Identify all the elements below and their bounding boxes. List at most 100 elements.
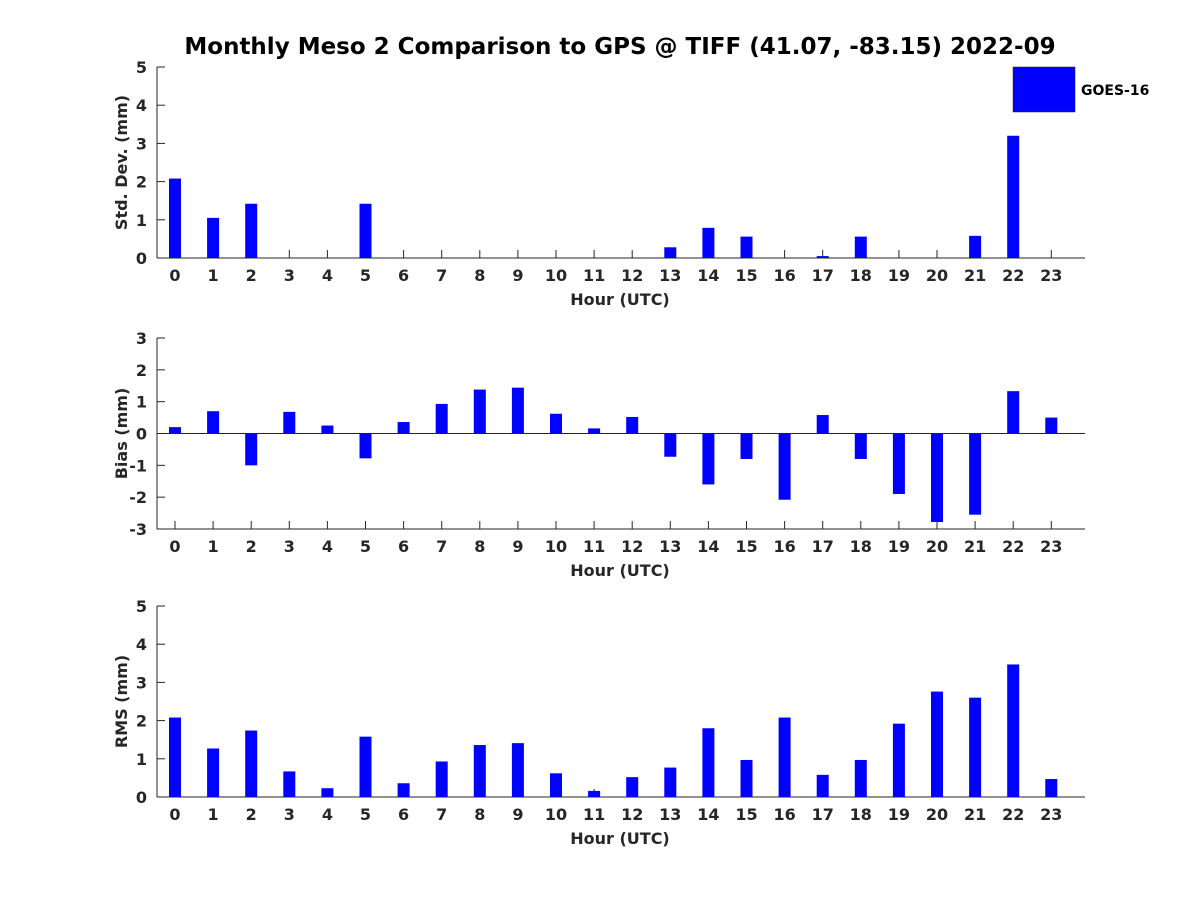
bar-rms-hour-14 bbox=[702, 728, 715, 797]
x-tick-label: 18 bbox=[850, 537, 872, 556]
y-tick-label: 3 bbox=[136, 673, 147, 692]
y-tick-label: 2 bbox=[136, 712, 147, 731]
bar-rms-hour-10 bbox=[550, 773, 562, 797]
x-tick-label: 21 bbox=[964, 266, 986, 285]
bar-bias-hour-7 bbox=[435, 403, 448, 434]
x-tick-label: 0 bbox=[169, 537, 180, 556]
bar-std-hour-13 bbox=[664, 247, 677, 258]
y-tick-label: -1 bbox=[129, 456, 147, 475]
bar-rms-hour-16 bbox=[778, 717, 791, 797]
y-tick-label: 0 bbox=[136, 425, 147, 444]
y-tick-label: 2 bbox=[136, 361, 147, 380]
x-tick-label: 22 bbox=[1002, 537, 1024, 556]
bar-rms-hour-7 bbox=[435, 761, 448, 797]
x-tick-label: 14 bbox=[697, 266, 719, 285]
bar-std-hour-17 bbox=[816, 256, 829, 258]
x-tick-label: 5 bbox=[360, 805, 371, 824]
bar-rms-hour-12 bbox=[626, 777, 639, 797]
y-axis-label-bias: Bias (mm) bbox=[112, 388, 131, 480]
bar-rms-hour-15 bbox=[740, 759, 753, 797]
bar-rms-hour-9 bbox=[511, 743, 524, 797]
x-tick-label: 14 bbox=[697, 805, 719, 824]
x-tick-label: 1 bbox=[208, 537, 219, 556]
x-tick-label: 18 bbox=[850, 266, 872, 285]
bar-rms-hour-13 bbox=[664, 767, 677, 797]
x-tick-label: 12 bbox=[621, 537, 643, 556]
x-tick-label: 23 bbox=[1040, 266, 1062, 285]
x-tick-label: 13 bbox=[659, 805, 681, 824]
y-axis-label-rms: RMS (mm) bbox=[112, 655, 131, 748]
bar-std-hour-21 bbox=[969, 235, 982, 258]
x-tick-label: 23 bbox=[1040, 537, 1062, 556]
bar-rms-hour-0 bbox=[169, 717, 181, 797]
x-tick-label: 10 bbox=[545, 537, 567, 556]
x-axis-label-rms: Hour (UTC) bbox=[570, 829, 670, 848]
bar-rms-hour-2 bbox=[245, 730, 258, 797]
x-tick-label: 23 bbox=[1040, 805, 1062, 824]
x-tick-label: 11 bbox=[583, 266, 605, 285]
bar-bias-hour-8 bbox=[473, 389, 486, 434]
x-tick-label: 1 bbox=[208, 266, 219, 285]
bar-rms-hour-18 bbox=[854, 759, 867, 797]
x-tick-label: 3 bbox=[284, 805, 295, 824]
x-tick-label: 2 bbox=[246, 805, 257, 824]
x-tick-label: 4 bbox=[322, 266, 333, 285]
x-tick-label: 17 bbox=[812, 805, 834, 824]
x-tick-label: 11 bbox=[583, 805, 605, 824]
x-tick-label: 9 bbox=[512, 537, 523, 556]
x-tick-label: 15 bbox=[735, 805, 757, 824]
bar-rms-hour-3 bbox=[283, 771, 296, 797]
x-tick-label: 17 bbox=[812, 266, 834, 285]
bar-std-hour-15 bbox=[740, 236, 753, 258]
x-tick-label: 7 bbox=[436, 266, 447, 285]
bar-std-hour-2 bbox=[245, 203, 258, 258]
bar-rms-hour-6 bbox=[397, 783, 410, 797]
bar-bias-hour-2 bbox=[245, 433, 258, 466]
x-tick-label: 16 bbox=[773, 266, 795, 285]
x-tick-label: 15 bbox=[735, 537, 757, 556]
x-tick-label: 4 bbox=[322, 537, 333, 556]
bar-std-hour-0 bbox=[169, 178, 181, 258]
bar-bias-hour-21 bbox=[969, 433, 982, 515]
bar-rms-hour-19 bbox=[892, 723, 905, 797]
x-tick-label: 7 bbox=[436, 805, 447, 824]
x-tick-label: 4 bbox=[322, 805, 333, 824]
x-tick-label: 9 bbox=[512, 805, 523, 824]
legend-label-goes-16: GOES-16 bbox=[1081, 83, 1149, 99]
x-tick-label: 14 bbox=[697, 537, 719, 556]
bar-rms-hour-17 bbox=[816, 774, 829, 797]
x-tick-label: 6 bbox=[398, 266, 409, 285]
y-tick-label: -2 bbox=[129, 488, 147, 507]
bar-rms-hour-8 bbox=[473, 745, 486, 797]
bar-bias-hour-15 bbox=[740, 433, 753, 459]
y-tick-label: 0 bbox=[136, 249, 147, 268]
bar-bias-hour-18 bbox=[854, 433, 867, 459]
y-tick-label: 0 bbox=[136, 788, 147, 807]
y-tick-label: 2 bbox=[136, 173, 147, 192]
bar-bias-hour-4 bbox=[321, 425, 334, 434]
x-tick-label: 8 bbox=[474, 805, 485, 824]
x-tick-label: 8 bbox=[474, 537, 485, 556]
bar-bias-hour-14 bbox=[702, 433, 715, 485]
y-tick-label: 3 bbox=[136, 329, 147, 348]
x-tick-label: 9 bbox=[512, 266, 523, 285]
bar-rms-hour-5 bbox=[359, 736, 372, 797]
y-axis-label-std: Std. Dev. (mm) bbox=[112, 95, 131, 230]
chart-title: Monthly Meso 2 Comparison to GPS @ TIFF … bbox=[184, 34, 1055, 60]
bar-std-hour-5 bbox=[359, 203, 372, 258]
x-tick-label: 19 bbox=[888, 266, 910, 285]
x-tick-label: 18 bbox=[850, 805, 872, 824]
x-tick-label: 10 bbox=[545, 805, 567, 824]
bar-bias-hour-10 bbox=[550, 413, 562, 434]
bar-bias-hour-22 bbox=[1007, 391, 1020, 434]
bar-rms-hour-20 bbox=[931, 691, 943, 797]
bar-std-hour-14 bbox=[702, 227, 715, 258]
bar-rms-hour-22 bbox=[1007, 664, 1020, 797]
x-tick-label: 12 bbox=[621, 805, 643, 824]
bar-rms-hour-4 bbox=[321, 788, 334, 797]
legend: GOES-16 bbox=[1012, 66, 1149, 113]
x-tick-label: 10 bbox=[545, 266, 567, 285]
bar-std-hour-22 bbox=[1007, 135, 1020, 258]
